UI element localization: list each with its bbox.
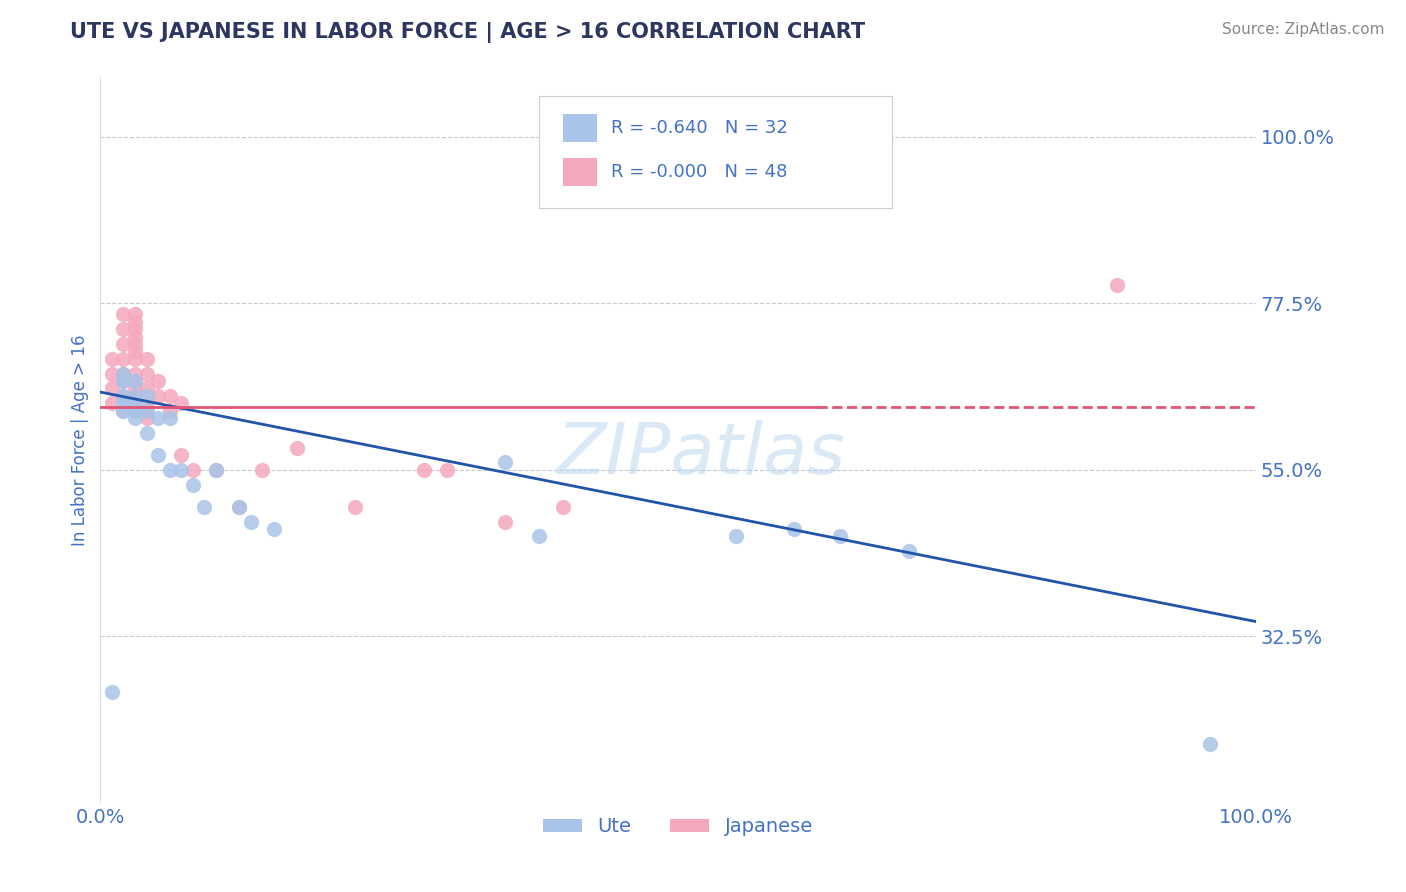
Point	[170, 463, 193, 477]
Point	[250, 463, 273, 477]
Legend: Ute, Japanese: Ute, Japanese	[536, 809, 821, 844]
Point	[159, 411, 181, 425]
Point	[124, 307, 146, 321]
Point	[782, 522, 804, 536]
Point	[181, 477, 204, 491]
Point	[101, 367, 124, 381]
Point	[112, 351, 135, 366]
Point	[124, 367, 146, 381]
Point	[135, 403, 157, 417]
Point	[135, 381, 157, 395]
Y-axis label: In Labor Force | Age > 16: In Labor Force | Age > 16	[72, 334, 89, 546]
Point	[193, 500, 215, 514]
Text: R = -0.640   N = 32: R = -0.640 N = 32	[612, 120, 787, 137]
Point	[898, 544, 921, 558]
Point	[112, 374, 135, 388]
Point	[124, 389, 146, 403]
Point	[135, 425, 157, 440]
Point	[124, 337, 146, 351]
Point	[285, 441, 308, 455]
Point	[135, 351, 157, 366]
Point	[1198, 737, 1220, 751]
FancyBboxPatch shape	[540, 95, 891, 208]
Point	[124, 374, 146, 388]
Point	[159, 403, 181, 417]
Point	[124, 411, 146, 425]
Point	[112, 322, 135, 336]
Point	[112, 403, 135, 417]
Point	[529, 529, 551, 543]
Text: R = -0.000   N = 48: R = -0.000 N = 48	[612, 162, 787, 181]
Point	[112, 367, 135, 381]
Point	[343, 500, 366, 514]
Point	[112, 396, 135, 410]
Point	[135, 403, 157, 417]
Text: UTE VS JAPANESE IN LABOR FORCE | AGE > 16 CORRELATION CHART: UTE VS JAPANESE IN LABOR FORCE | AGE > 1…	[70, 22, 866, 44]
Point	[112, 403, 135, 417]
Point	[112, 367, 135, 381]
Point	[551, 500, 574, 514]
Point	[1107, 277, 1129, 292]
Point	[239, 515, 262, 529]
Bar	[562, 114, 598, 142]
Point	[112, 374, 135, 388]
Point	[146, 411, 169, 425]
Text: Source: ZipAtlas.com: Source: ZipAtlas.com	[1222, 22, 1385, 37]
Point	[124, 389, 146, 403]
Point	[135, 389, 157, 403]
Point	[124, 322, 146, 336]
Point	[494, 515, 516, 529]
Point	[124, 381, 146, 395]
Point	[124, 344, 146, 359]
Point	[436, 463, 458, 477]
Point	[124, 396, 146, 410]
Point	[112, 337, 135, 351]
Point	[159, 463, 181, 477]
Point	[228, 500, 250, 514]
Point	[170, 448, 193, 462]
Point	[146, 389, 169, 403]
Point	[412, 463, 434, 477]
Point	[146, 448, 169, 462]
Point	[135, 396, 157, 410]
Point	[124, 396, 146, 410]
Point	[124, 351, 146, 366]
Point	[170, 396, 193, 410]
Bar	[562, 158, 598, 186]
Point	[205, 463, 228, 477]
Point	[112, 389, 135, 403]
Point	[181, 463, 204, 477]
Point	[135, 367, 157, 381]
Point	[146, 374, 169, 388]
Point	[159, 389, 181, 403]
Point	[494, 455, 516, 469]
Point	[724, 529, 747, 543]
Point	[101, 351, 124, 366]
Point	[124, 315, 146, 329]
Point	[124, 403, 146, 417]
Point	[101, 685, 124, 699]
Point	[135, 411, 157, 425]
Point	[124, 374, 146, 388]
Point	[205, 463, 228, 477]
Point	[828, 529, 851, 543]
Point	[112, 307, 135, 321]
Point	[112, 389, 135, 403]
Point	[124, 329, 146, 343]
Point	[263, 522, 285, 536]
Text: ZIPatlas: ZIPatlas	[557, 420, 846, 489]
Point	[101, 381, 124, 395]
Point	[228, 500, 250, 514]
Point	[101, 396, 124, 410]
Point	[124, 403, 146, 417]
